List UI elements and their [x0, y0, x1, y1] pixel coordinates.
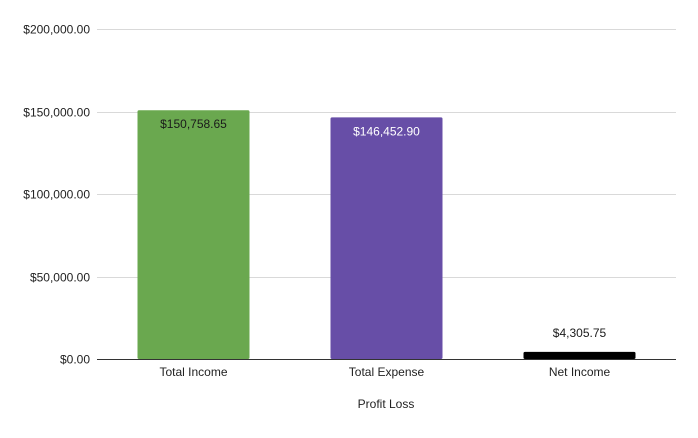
bar-total-income	[137, 110, 250, 359]
x-category-label: Net Income	[549, 365, 611, 379]
data-label: $4,305.75	[553, 326, 607, 340]
data-label: $146,452.90	[353, 124, 420, 138]
y-axis-tick-labels: $0.00 $50,000.00 $100,000.00 $150,000.00 $20…	[23, 23, 90, 367]
y-tick-label: $50,000.00	[30, 271, 90, 285]
data-labels: $150,758.65 $146,452.90 $4,305.75	[160, 117, 606, 340]
bar-net-income	[523, 351, 636, 359]
y-tick-label: $200,000.00	[23, 23, 90, 37]
y-tick-label: $0.00	[60, 353, 90, 367]
y-tick-label: $150,000.00	[23, 106, 90, 120]
x-category-label: Total Income	[159, 365, 227, 379]
x-axis-title: Profit Loss	[358, 397, 415, 411]
bars	[137, 110, 636, 359]
y-tick-label: $100,000.00	[23, 188, 90, 202]
bar-total-expense	[330, 117, 443, 359]
x-category-label: Total Expense	[349, 365, 425, 379]
x-axis-category-labels: Total Income Total Expense Net Income	[159, 365, 610, 379]
data-label: $150,758.65	[160, 117, 227, 131]
